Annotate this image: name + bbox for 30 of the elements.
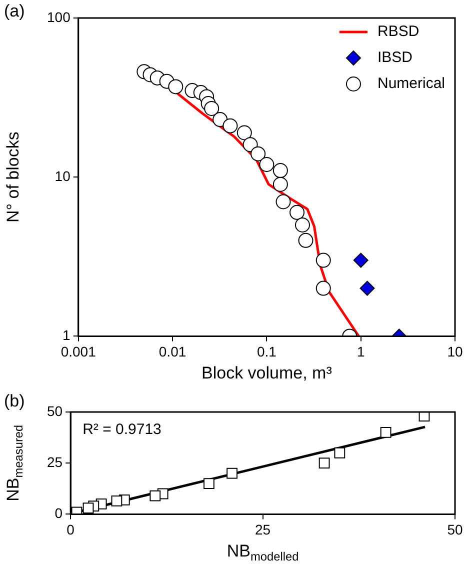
x-tick-label: 50 (447, 521, 463, 538)
x-tick-label: 0.001 (60, 343, 96, 360)
point (150, 490, 161, 502)
legend-label: RBSD (377, 23, 420, 40)
point (82, 502, 94, 514)
annotation: R² = 0.9713 (82, 421, 162, 438)
y-tick-label: 50 (46, 402, 63, 419)
point (111, 495, 122, 506)
y-axis-title: NBmeasured (4, 424, 26, 502)
x-tick-label: 0.1 (256, 343, 277, 360)
y-tick-label: 1 (62, 327, 71, 344)
point (226, 468, 238, 479)
y-tick-label: 25 (46, 454, 63, 470)
legend-label: IBSD (377, 49, 413, 66)
legend-label: Numerical (377, 75, 445, 92)
x-tick-label: 10 (447, 343, 463, 360)
y-tick-label: 10 (54, 168, 71, 184)
y-tick-label: 0 (54, 505, 63, 522)
point (334, 447, 346, 458)
x-tick-label: 0.01 (158, 343, 186, 360)
x-tick-label: 1 (356, 343, 365, 360)
x-axis-title: Block volume, m³ (201, 364, 332, 383)
y-axis-title: N° of blocks (4, 132, 23, 223)
point (380, 426, 392, 438)
point (204, 478, 214, 489)
chart-title: (a) (4, 2, 25, 21)
point (318, 458, 330, 469)
chart-title: (b) (4, 392, 25, 411)
x-tick-label: 25 (254, 521, 271, 538)
y-tick-label: 100 (47, 8, 71, 25)
